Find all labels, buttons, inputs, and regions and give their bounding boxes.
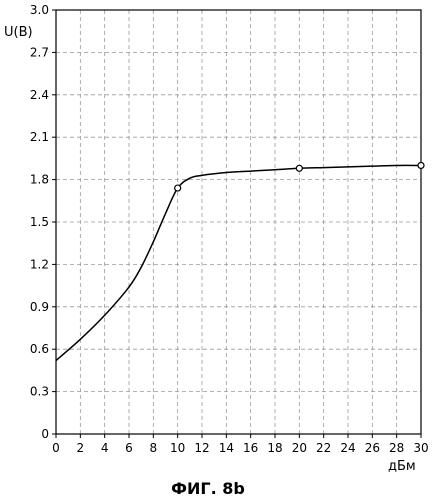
- y-tick-label: 2.7: [30, 45, 49, 59]
- x-tick-labels: 024681012141618202224262830: [52, 441, 428, 455]
- data-point-marker: [418, 162, 424, 168]
- y-tick-label: 1.2: [30, 257, 49, 271]
- x-tick-label: 2: [77, 441, 85, 455]
- y-tick-label: 0: [41, 427, 49, 441]
- figure-caption: ФИГ. 8b: [171, 479, 245, 498]
- series: [56, 165, 421, 360]
- x-tick-label: 10: [170, 441, 185, 455]
- x-tick-label: 26: [365, 441, 380, 455]
- y-axis-label: U(B): [4, 25, 33, 40]
- y-tick-label: 1.8: [30, 173, 49, 187]
- series-line: [56, 165, 421, 360]
- x-tick-label: 4: [101, 441, 109, 455]
- y-tick-label: 2.4: [30, 88, 49, 102]
- x-tick-label: 0: [52, 441, 60, 455]
- x-tick-label: 16: [243, 441, 258, 455]
- x-tick-label: 24: [340, 441, 355, 455]
- x-tick-label: 30: [413, 441, 428, 455]
- x-tick-label: 8: [150, 441, 158, 455]
- y-tick-label: 0.3: [30, 385, 49, 399]
- data-point-marker: [175, 185, 181, 191]
- y-tick-label: 2.1: [30, 130, 49, 144]
- x-tick-label: 6: [125, 441, 133, 455]
- x-axis-label: дБм: [388, 459, 416, 474]
- y-tick-label: 0.9: [30, 300, 49, 314]
- x-tick-label: 18: [267, 441, 282, 455]
- grid: [56, 10, 421, 434]
- y-tick-labels: 0 0.3 0.6 0.9 1.2 1.5 1.8 2.1 2.4 2.7 3.0: [30, 3, 49, 441]
- x-tick-label: 28: [389, 441, 404, 455]
- x-tick-label: 22: [316, 441, 331, 455]
- axes: [52, 10, 421, 438]
- y-tick-label: 3.0: [30, 3, 49, 17]
- x-tick-label: 14: [219, 441, 234, 455]
- x-tick-label: 12: [194, 441, 209, 455]
- data-point-marker: [296, 165, 302, 171]
- x-tick-label: 20: [292, 441, 307, 455]
- y-tick-label: 0.6: [30, 342, 49, 356]
- y-tick-label: 1.5: [30, 215, 49, 229]
